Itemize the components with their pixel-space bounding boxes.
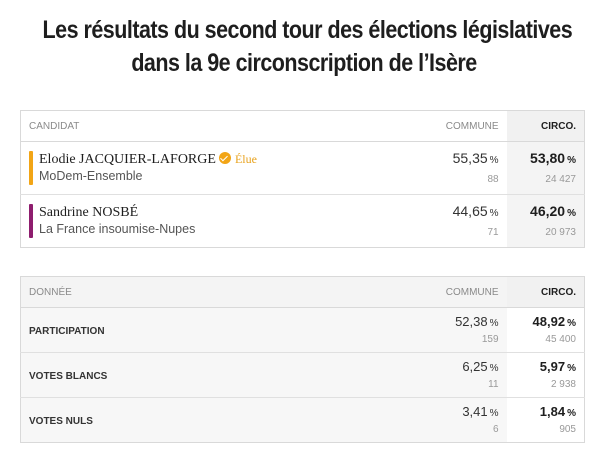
circo-votes: 24 427	[545, 173, 576, 185]
commune-count: 6	[492, 423, 499, 435]
results-header-row: CANDIDAT COMMUNE CIRCO.	[20, 110, 585, 142]
party-color-bar	[29, 151, 33, 185]
commune-percent: 52,38	[455, 313, 488, 329]
page-title-line-1: Les résultats du second tour des électio…	[42, 16, 573, 44]
commune-percent: 6,25	[462, 358, 488, 374]
header-candidate: CANDIDAT	[20, 110, 392, 142]
party-color-bar	[29, 204, 33, 238]
data-row-participation: PARTICIPATION 52,38% 159 48,92% 45 400	[20, 307, 585, 353]
circo-percent: 53,80	[530, 149, 566, 166]
header-label: DONNÉE	[20, 276, 392, 308]
results-table: CANDIDAT COMMUNE CIRCO. Elodie JACQUIER-…	[20, 110, 585, 248]
percent-unit: %	[489, 407, 499, 419]
elected-check-icon	[218, 152, 231, 164]
data-label: PARTICIPATION	[29, 326, 105, 337]
circo-count: 2 938	[550, 378, 576, 390]
percent-unit: %	[567, 362, 576, 374]
commune-count: 159	[481, 333, 499, 345]
page-title: Les résultats du second tour des électio…	[42, 14, 573, 80]
commune-votes: 71	[487, 226, 499, 238]
data-header-row: DONNÉE COMMUNE CIRCO.	[20, 276, 585, 308]
page-title-line-2: dans la 9e circonscription de l’Isère	[131, 49, 477, 77]
commune-percent: 3,41	[462, 403, 488, 419]
circo-percent: 48,92	[532, 313, 566, 329]
data-row-votes-nuls: VOTES NULS 3,41% 6 1,84% 905	[20, 397, 585, 443]
data-row-votes-blancs: VOTES BLANCS 6,25% 11 5,97% 2 938	[20, 352, 585, 398]
commune-votes: 88	[487, 173, 499, 185]
candidate-row: Elodie JACQUIER-LAFORGE Élue MoDem-Ensemb…	[20, 141, 585, 195]
commune-percent: 55,35	[452, 149, 488, 166]
percent-unit: %	[489, 317, 499, 329]
header-commune: COMMUNE	[391, 110, 507, 142]
commune-percent: 44,65	[452, 202, 488, 219]
percent-unit: %	[489, 207, 499, 219]
percent-unit: %	[567, 207, 576, 219]
candidate-name: Elodie JACQUIER-LAFORGE	[39, 152, 216, 167]
circo-count: 905	[559, 423, 576, 435]
candidate-party: La France insoumise-Nupes	[39, 222, 196, 236]
data-table: DONNÉE COMMUNE CIRCO. PARTICIPATION 52,3…	[20, 276, 585, 443]
circo-percent: 5,97	[539, 358, 566, 374]
elected-label: Élue	[234, 152, 257, 166]
circo-votes: 20 973	[545, 226, 576, 238]
percent-unit: %	[489, 154, 499, 166]
header-circo: CIRCO.	[506, 110, 585, 142]
circo-percent: 1,84	[539, 403, 566, 419]
header-circo: CIRCO.	[506, 276, 585, 308]
percent-unit: %	[567, 407, 576, 419]
data-label: VOTES NULS	[29, 416, 93, 427]
candidate-name: Sandrine NOSBÉ	[39, 205, 139, 220]
data-label: VOTES BLANCS	[29, 371, 108, 382]
percent-unit: %	[489, 362, 499, 374]
circo-count: 45 400	[545, 333, 576, 345]
candidate-party: MoDem-Ensemble	[39, 169, 143, 183]
percent-unit: %	[567, 317, 576, 329]
commune-count: 11	[488, 378, 499, 390]
percent-unit: %	[567, 154, 576, 166]
header-commune: COMMUNE	[391, 276, 507, 308]
circo-percent: 46,20	[530, 202, 566, 219]
candidate-row: Sandrine NOSBÉ La France insoumise-Nupes…	[21, 194, 585, 248]
